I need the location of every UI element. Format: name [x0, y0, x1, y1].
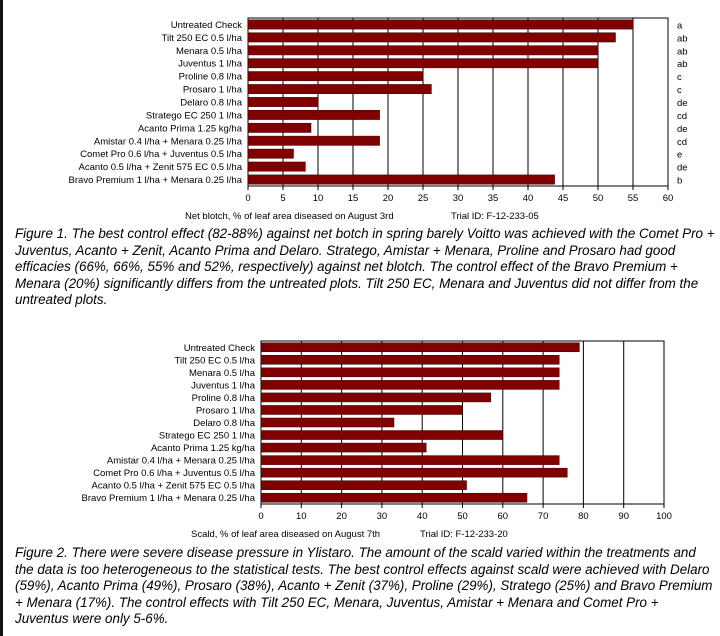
bar [260, 480, 467, 490]
scald-chart: 0 10 20 30 40 50 60 70 80 90 100 Untreated CheckTil… [82, 340, 672, 540]
x-tick-label: 90 [618, 511, 629, 522]
bar [247, 97, 319, 107]
bar [247, 135, 380, 146]
bar [247, 148, 294, 159]
bar [247, 71, 424, 82]
x-tick-label: 25 [418, 193, 429, 204]
x-tick-label: 10 [296, 511, 307, 522]
bar [260, 367, 560, 378]
x-tick-label: 40 [417, 511, 428, 522]
x-tick-label: 60 [663, 193, 674, 204]
net-blotch-chart: 0 5 10 15 20 25 30 35 40 45 50 55 60 Untreated Check a… [69, 17, 688, 222]
bar [247, 45, 599, 56]
bar [260, 467, 568, 478]
category-label: Acanto 0.5 l/ha + Zenit 575 EC 0.5 l/ha [79, 162, 243, 173]
x-tick-label: 0 [258, 511, 263, 522]
bar [260, 342, 580, 353]
category-label: Stratego EC 250 1 l/ha [146, 110, 243, 121]
bar [247, 110, 380, 120]
bar [247, 122, 312, 133]
x-tick-label: 15 [348, 193, 359, 204]
category-label: Comet Pro 0.6 l/ha + Juventus 0.5 l/ha [93, 468, 256, 479]
bar [260, 430, 504, 440]
figure-1-caption: Figure 1. The best control effect (82-88… [15, 226, 715, 307]
x-tick-label: 20 [383, 193, 394, 204]
bar [247, 58, 599, 69]
significance-letter: ab [677, 33, 688, 44]
category-label: Tilt 250 EC 0.5 l/ha [162, 33, 243, 44]
significance-letter: c [677, 72, 682, 83]
bar [247, 84, 432, 94]
bar [260, 492, 528, 503]
bar [247, 19, 634, 30]
x-tick-label: 40 [523, 193, 534, 204]
x-tick-label: 30 [453, 193, 464, 204]
bar [260, 392, 491, 403]
x-tick-label: 55 [628, 193, 639, 204]
x-tick-label: 50 [593, 193, 604, 204]
bar [247, 161, 306, 172]
significance-letter: de [677, 163, 688, 174]
x-tick-label: 60 [498, 511, 509, 522]
x-tick-label: 80 [578, 511, 589, 522]
bar [260, 380, 560, 390]
bar [247, 174, 555, 185]
x-tick-label: 45 [558, 193, 569, 204]
figure-2-caption: Figure 2. There were severe disease pres… [15, 545, 713, 626]
category-label: Untreated Check [184, 343, 256, 354]
significance-letter: e [677, 150, 682, 161]
x-tick-label: 70 [538, 511, 549, 522]
left-border-line [0, 0, 3, 636]
x-tick-label: 30 [377, 511, 388, 522]
significance-letter: cd [677, 137, 687, 148]
category-label: Juventus 1 l/ha [178, 59, 243, 70]
category-label: Proline 0.8 l/ha [179, 72, 243, 83]
significance-letter: de [677, 124, 688, 135]
category-label: Prosaro 1 l/ha [183, 85, 243, 96]
category-label: Prosaro 1 l/ha [196, 405, 256, 416]
category-label: Juventus 1 l/ha [191, 380, 256, 391]
category-label: Proline 0.8 l/ha [192, 393, 256, 404]
category-label: Menara 0.5 l/ha [176, 46, 243, 57]
x-tick-label: 20 [336, 511, 347, 522]
significance-letter: c [677, 85, 682, 96]
x-tick-label: 100 [656, 511, 672, 522]
x-tick-label: 35 [488, 193, 499, 204]
x-tick-label: 10 [313, 193, 324, 204]
category-label: Acanto 0.5 l/ha + Zenit 575 EC 0.5 l/ha [92, 481, 256, 492]
significance-letter: ab [677, 59, 688, 70]
category-label: Tilt 250 EC 0.5 l/ha [175, 355, 256, 366]
bar [260, 455, 560, 465]
category-label: Acanto Prima 1.25 kg/ha [138, 123, 243, 134]
significance-letter: ab [677, 46, 688, 57]
bar [260, 355, 560, 365]
x-tick-label: 5 [280, 193, 285, 204]
bar [260, 442, 427, 453]
significance-letter: a [677, 20, 683, 31]
x-axis-title: Scald, % of leaf area diseased on August… [191, 529, 380, 540]
category-label: Bravo Premium 1 l/ha + Menara 0.25 l/ha [69, 175, 243, 186]
bar [247, 32, 616, 43]
significance-letter: de [677, 98, 688, 109]
x-tick-label: 0 [245, 193, 250, 204]
category-label: Amistar 0.4 l/ha + Menara 0.25 l/ha [107, 456, 256, 467]
category-label: Bravo Premium 1 l/ha + Menara 0.25 l/ha [82, 493, 256, 504]
category-label: Delaro 0.8 l/ha [180, 98, 243, 109]
category-label: Comet Pro 0.6 l/ha + Juventus 0.5 l/ha [80, 149, 243, 160]
x-tick-label: 50 [457, 511, 468, 522]
category-label: Amistar 0.4 l/ha + Menara 0.25 l/ha [94, 136, 243, 147]
trial-id: Trial ID: F-12-233-05 [451, 211, 539, 222]
category-label: Untreated Check [171, 20, 243, 31]
significance-letter: cd [677, 111, 687, 122]
category-label: Stratego EC 250 1 l/ha [159, 431, 256, 442]
bar [260, 405, 463, 415]
trial-id: Trial ID: F-12-233-20 [420, 529, 508, 540]
x-axis-title: Net blotch, % of leaf area diseased on A… [185, 211, 394, 222]
bar [260, 417, 395, 428]
category-label: Acanto Prima 1.25 kg/ha [151, 443, 256, 454]
category-label: Delaro 0.8 l/ha [193, 418, 256, 429]
category-label: Menara 0.5 l/ha [189, 368, 256, 379]
significance-letter: b [677, 176, 682, 187]
